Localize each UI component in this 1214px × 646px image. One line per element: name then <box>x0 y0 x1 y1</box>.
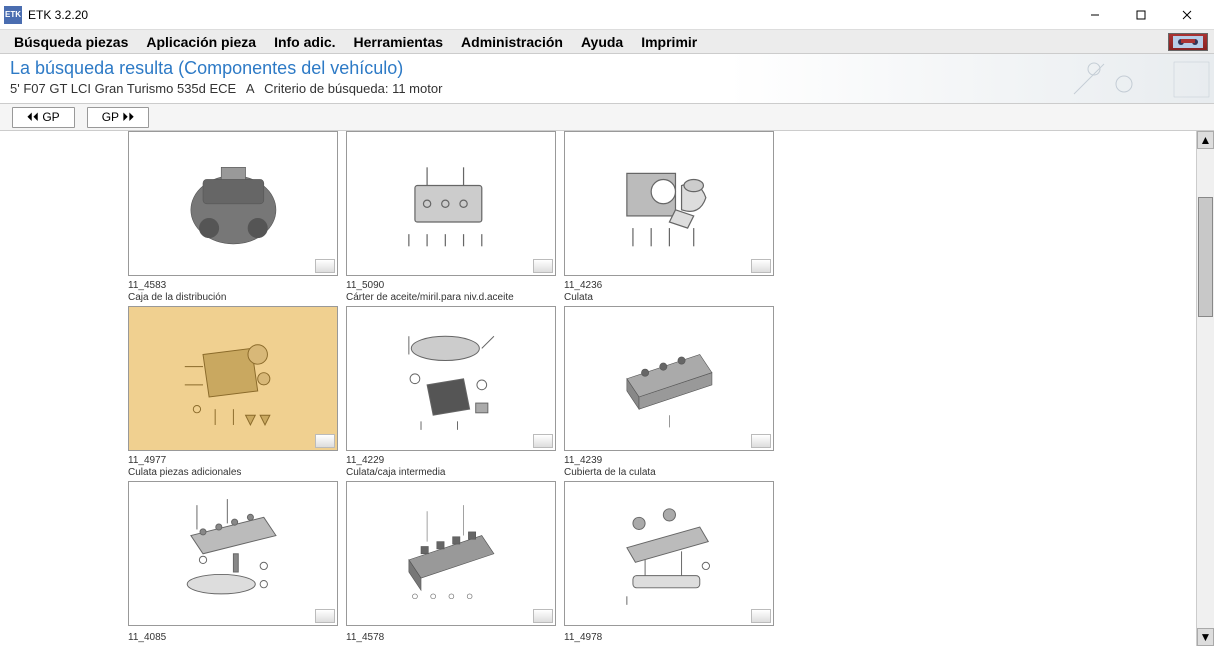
next-group-button[interactable]: GP ⏵⏵ <box>87 107 149 128</box>
app-icon: ETK <box>4 6 22 24</box>
vehicle-desc: 5' F07 GT LCI Gran Turismo 535d ECE <box>10 81 236 96</box>
close-button[interactable] <box>1164 0 1210 30</box>
page-title: La búsqueda resulta (Componentes del veh… <box>10 58 1204 79</box>
menu-info-adic[interactable]: Info adic. <box>266 32 343 52</box>
info-corner-icon <box>751 259 771 273</box>
page-subtitle: 5' F07 GT LCI Gran Turismo 535d ECE A Cr… <box>10 81 1204 96</box>
engine-diagram-icon <box>581 318 758 440</box>
menu-imprimir[interactable]: Imprimir <box>633 32 705 52</box>
engine-diagram-icon <box>145 143 322 265</box>
engine-diagram-icon <box>363 318 540 440</box>
menu-busqueda-piezas[interactable]: Búsqueda piezas <box>6 32 136 52</box>
window-titlebar: ETK ETK 3.2.20 <box>0 0 1214 30</box>
info-corner-icon <box>533 259 553 273</box>
part-label: 11_4977Culata piezas adicionales <box>128 455 338 479</box>
part-label: 11_4229Culata/caja intermedia <box>346 455 556 479</box>
menubar: Búsqueda piezas Aplicación pieza Info ad… <box>0 30 1214 54</box>
engine-diagram-icon <box>581 143 758 265</box>
menu-ayuda[interactable]: Ayuda <box>573 32 631 52</box>
part-label: 11_4978 <box>564 632 774 643</box>
part-thumbnail[interactable] <box>128 481 338 626</box>
engine-diagram-icon <box>145 318 322 440</box>
engine-diagram-icon <box>145 493 322 615</box>
part-thumbnail[interactable] <box>128 306 338 451</box>
menu-administracion[interactable]: Administración <box>453 32 571 52</box>
page-header: La búsqueda resulta (Componentes del veh… <box>0 54 1214 104</box>
part-thumbnail[interactable] <box>564 306 774 451</box>
part-label: 11_5090Cárter de aceite/miril.para niv.d… <box>346 280 556 304</box>
scroll-track[interactable] <box>1197 149 1214 628</box>
part-thumbnail[interactable] <box>564 481 774 626</box>
results-area: 11_4583Caja de la distribución <box>0 131 1194 646</box>
minimize-button[interactable] <box>1072 0 1118 30</box>
part-label: 11_4578 <box>346 632 556 643</box>
scroll-down-button[interactable]: ▼ <box>1197 628 1214 646</box>
part-label: 11_4239Cubierta de la culata <box>564 455 774 479</box>
info-corner-icon <box>315 434 335 448</box>
menu-herramientas[interactable]: Herramientas <box>346 32 452 52</box>
maximize-button[interactable] <box>1118 0 1164 30</box>
part-label: 11_4236Culata <box>564 280 774 304</box>
window-title: ETK 3.2.20 <box>28 8 1072 22</box>
part-label: 11_4085 <box>128 632 338 643</box>
header-decor <box>1064 54 1214 104</box>
part-thumbnail[interactable] <box>128 131 338 276</box>
part-thumbnail[interactable] <box>346 481 556 626</box>
info-corner-icon <box>751 609 771 623</box>
engine-diagram-icon <box>581 493 758 615</box>
brand-icon <box>1168 33 1208 51</box>
info-corner-icon <box>315 259 335 273</box>
info-corner-icon <box>751 434 771 448</box>
engine-diagram-icon <box>363 493 540 615</box>
vehicle-variant: A <box>246 81 255 96</box>
scroll-thumb[interactable] <box>1198 197 1213 317</box>
info-corner-icon <box>533 434 553 448</box>
part-label: 11_4583Caja de la distribución <box>128 280 338 304</box>
scroll-up-button[interactable]: ▲ <box>1197 131 1214 149</box>
part-thumbnail[interactable] <box>346 306 556 451</box>
vertical-scrollbar[interactable]: ▲ ▼ <box>1196 131 1214 646</box>
prev-group-button[interactable]: ⏴⏴ GP <box>12 107 75 128</box>
info-corner-icon <box>315 609 335 623</box>
engine-diagram-icon <box>363 143 540 265</box>
part-thumbnail[interactable] <box>564 131 774 276</box>
search-criteria: Criterio de búsqueda: 11 motor <box>264 81 442 96</box>
part-thumbnail[interactable] <box>346 131 556 276</box>
info-corner-icon <box>533 609 553 623</box>
menu-aplicacion-pieza[interactable]: Aplicación pieza <box>138 32 264 52</box>
nav-bar: ⏴⏴ GP GP ⏵⏵ <box>0 104 1214 130</box>
